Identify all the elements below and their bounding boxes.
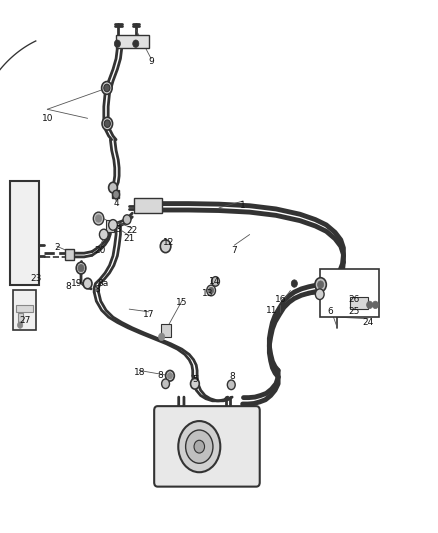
Circle shape — [159, 333, 165, 341]
Circle shape — [160, 240, 171, 253]
Text: 27: 27 — [20, 317, 31, 325]
Bar — [134, 198, 162, 213]
Text: 13: 13 — [202, 289, 214, 297]
Text: 8: 8 — [94, 285, 100, 294]
Bar — [112, 190, 119, 198]
Circle shape — [93, 212, 104, 225]
Text: 4: 4 — [113, 199, 119, 208]
Text: 18: 18 — [134, 368, 145, 376]
Bar — [320, 269, 379, 317]
Circle shape — [315, 278, 326, 292]
Circle shape — [315, 289, 324, 300]
Text: 8: 8 — [229, 373, 235, 381]
Text: 24: 24 — [362, 318, 374, 327]
Circle shape — [212, 277, 219, 286]
Circle shape — [207, 285, 215, 296]
Circle shape — [102, 117, 113, 130]
FancyBboxPatch shape — [154, 406, 260, 487]
Bar — [65, 249, 74, 260]
Text: 3: 3 — [115, 225, 121, 233]
Circle shape — [372, 301, 378, 309]
Text: 5: 5 — [192, 375, 198, 384]
Text: 15: 15 — [176, 298, 187, 307]
Circle shape — [167, 373, 173, 379]
Text: 12: 12 — [163, 238, 174, 247]
Text: 8: 8 — [157, 372, 163, 380]
Text: 26: 26 — [348, 295, 360, 304]
Circle shape — [178, 421, 220, 472]
Bar — [10, 181, 39, 285]
Text: 9: 9 — [148, 57, 154, 66]
Circle shape — [114, 40, 120, 47]
Circle shape — [104, 120, 110, 127]
Text: 17: 17 — [143, 310, 155, 319]
Circle shape — [113, 190, 120, 199]
Text: 14: 14 — [209, 277, 220, 286]
Circle shape — [133, 40, 139, 47]
Text: 10: 10 — [42, 114, 53, 123]
Circle shape — [76, 262, 86, 274]
Bar — [13, 290, 36, 330]
Circle shape — [104, 84, 110, 92]
Text: 8: 8 — [65, 282, 71, 291]
Text: 23: 23 — [30, 274, 42, 282]
Text: 16: 16 — [275, 295, 286, 304]
Circle shape — [18, 322, 23, 328]
Circle shape — [227, 380, 235, 390]
Circle shape — [194, 440, 205, 453]
Circle shape — [83, 278, 92, 289]
Circle shape — [109, 182, 117, 193]
Text: 11: 11 — [266, 306, 277, 314]
Bar — [18, 313, 23, 322]
Bar — [116, 35, 149, 48]
Circle shape — [367, 301, 373, 309]
Bar — [16, 305, 33, 312]
Text: 8a: 8a — [97, 279, 109, 288]
Text: 19: 19 — [71, 279, 82, 288]
Circle shape — [166, 370, 174, 381]
Circle shape — [99, 229, 108, 240]
Circle shape — [78, 264, 84, 272]
Text: 25: 25 — [348, 308, 360, 316]
Circle shape — [291, 280, 297, 287]
Bar — [161, 324, 171, 337]
Text: 1: 1 — [240, 201, 246, 209]
Circle shape — [191, 378, 199, 389]
Bar — [350, 297, 368, 309]
Text: 21: 21 — [124, 235, 135, 243]
Text: 7: 7 — [231, 246, 237, 255]
Text: 22: 22 — [127, 226, 138, 235]
Circle shape — [109, 220, 117, 230]
Circle shape — [95, 215, 102, 222]
Bar — [106, 220, 114, 232]
Text: 2: 2 — [54, 244, 60, 252]
Circle shape — [208, 287, 214, 294]
Text: 6: 6 — [328, 308, 334, 316]
Circle shape — [318, 281, 324, 288]
Text: 20: 20 — [94, 246, 106, 255]
Circle shape — [186, 430, 213, 463]
Circle shape — [162, 379, 170, 389]
Circle shape — [102, 82, 112, 94]
Circle shape — [123, 215, 131, 224]
